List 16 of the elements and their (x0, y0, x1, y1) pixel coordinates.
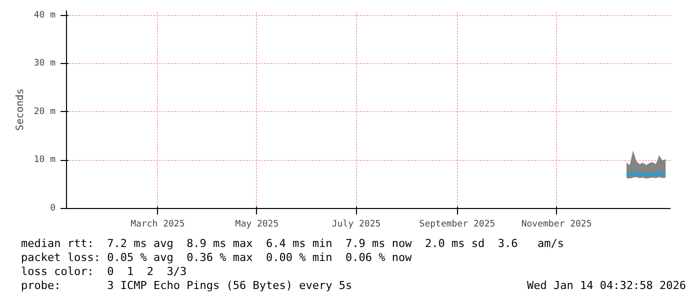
text: loss color: 0 1 2 3/3 (21, 265, 187, 278)
x-tick-label: September 2025 (419, 220, 496, 230)
text: packet loss: 0.05 % avg 0.36 % max 0.00 % min 0.06 % now (21, 251, 412, 264)
y-axis-title: Seconds (14, 88, 26, 131)
x-tick-label: March 2025 (130, 220, 185, 230)
y-tick-label: 0 (50, 204, 56, 214)
y-tick-label: 20 m (34, 106, 56, 117)
text: probe: 3 ICMP Echo Pings (56 Bytes) every 5s (21, 279, 352, 292)
y-tick-label: 30 m (34, 58, 56, 69)
x-tick-label: July 2025 (332, 220, 381, 230)
y-tick-label: 10 m (34, 155, 56, 166)
x-tick-label: November 2025 (521, 220, 592, 230)
y-tick-label: 40 m (34, 10, 56, 20)
x-tick-label: May 2025 (235, 220, 279, 230)
text: median rtt: 7.2 ms avg 8.9 ms max 6.4 ms min 7.9 ms now 2.0 ms sd 3.6 am/s (21, 237, 564, 250)
text: Wed Jan 14 04:32:58 2026 (527, 279, 686, 293)
